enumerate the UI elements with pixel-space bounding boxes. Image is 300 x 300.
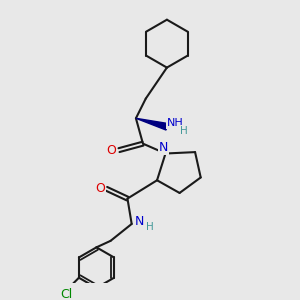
Text: O: O — [95, 182, 105, 195]
Text: N: N — [135, 214, 144, 228]
Polygon shape — [136, 118, 168, 130]
Text: N: N — [159, 141, 168, 154]
Text: NH: NH — [167, 118, 184, 128]
Text: O: O — [106, 144, 116, 157]
Text: H: H — [180, 126, 188, 136]
Text: Cl: Cl — [60, 288, 72, 300]
Text: H: H — [146, 222, 154, 232]
